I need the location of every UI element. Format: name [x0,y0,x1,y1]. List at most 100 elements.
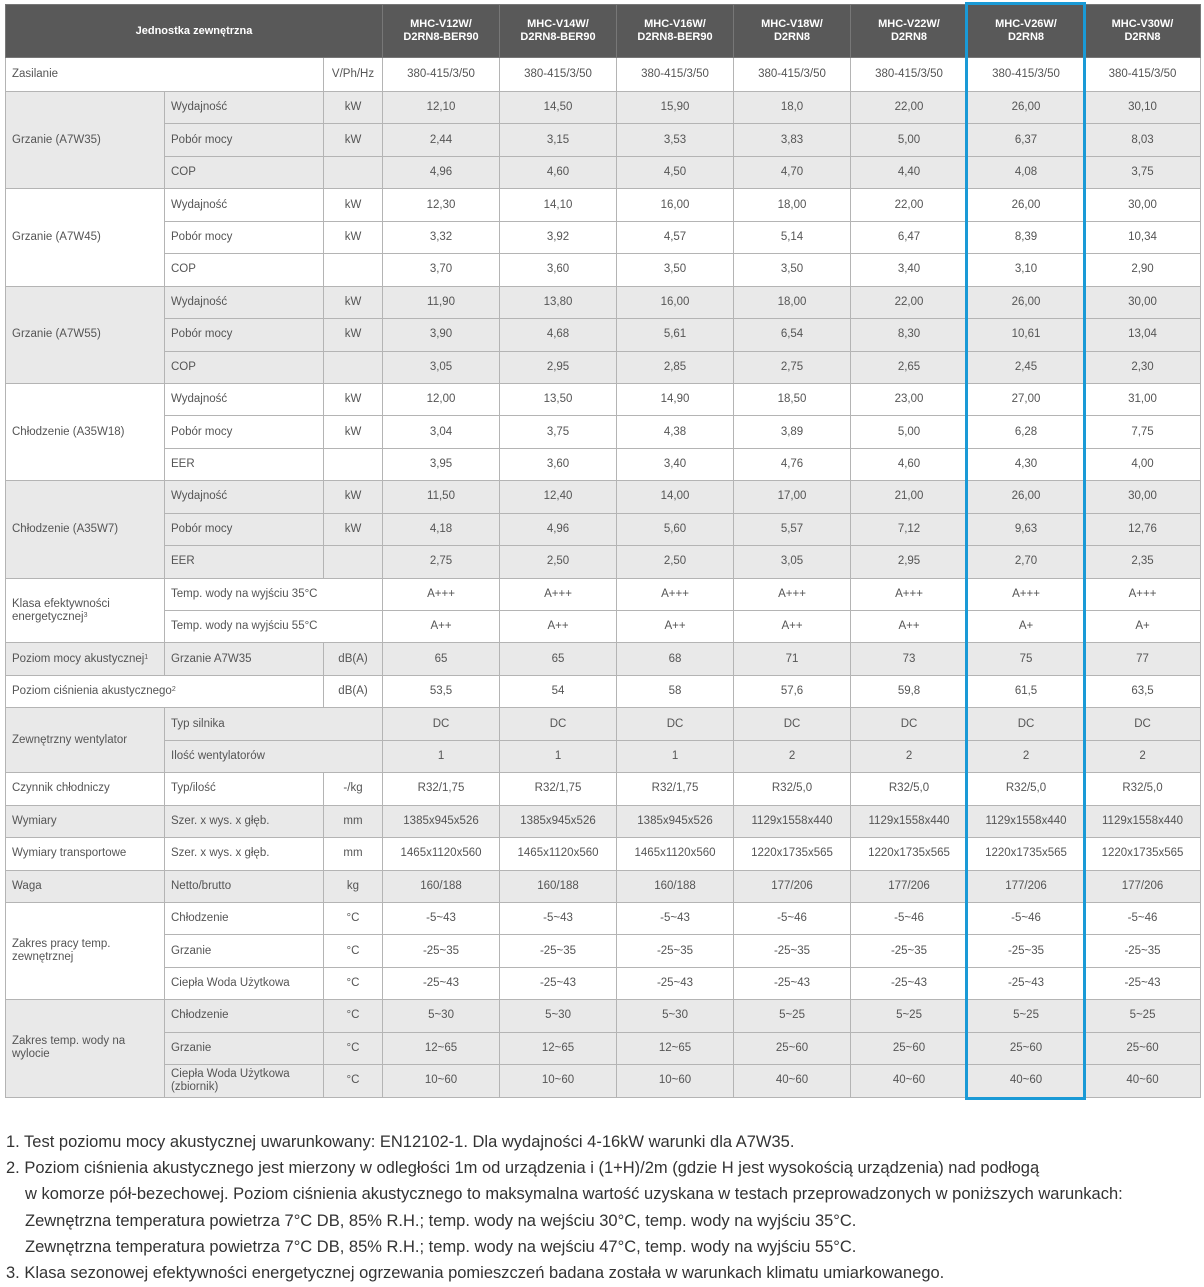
row-parameter: Wydajność [164,480,324,514]
value-cell: 4,70 [733,155,852,190]
row-parameter: EER [164,545,324,579]
value-cell: DC [499,707,618,741]
group-label: Zasilanie [5,57,324,92]
value-cell: 54 [499,674,618,709]
value-cell: 1 [382,739,501,774]
row-unit: °C [322,999,384,1033]
value-cell: 30,00 [1084,480,1202,514]
value-cell: 3,92 [499,220,618,255]
model-name-line1: MHC-V14W/ [527,18,589,30]
value-cell: A+ [1084,609,1202,644]
row-parameter: Wydajność [164,188,324,222]
row-parameter: Chłodzenie [164,999,324,1033]
value-cell: 14,50 [499,90,618,125]
value-cell: 1 [499,739,618,774]
value-cell: 3,40 [850,253,969,287]
value-cell: 26,00 [967,188,1086,222]
value-cell: -25~43 [1084,966,1202,1001]
row-unit: dB(A) [322,674,384,709]
value-cell: 8,39 [967,220,1086,255]
model-name-line2: D2RN8-BER90 [520,31,596,43]
group-label-text: Grzanie (A7W45) [12,230,101,243]
value-cell: 2,70 [967,545,1086,579]
value-cell: -25~43 [499,966,618,1001]
value-cell: 177/206 [967,869,1086,903]
value-cell: -25~43 [850,966,969,1001]
value-cell: 4,38 [616,415,735,449]
value-cell: 18,0 [733,90,852,125]
value-cell: 1129x1558x440 [1084,804,1202,839]
row-parameter: Wydajność [164,382,324,417]
value-cell: 3,50 [616,253,735,287]
group-label-text: Chłodzenie (A35W18) [12,425,125,438]
value-cell: -25~43 [733,966,852,1001]
row-parameter: Szer. x wys. x głęb. [164,837,324,871]
value-cell: DC [616,707,735,741]
value-cell: 380-415/3/50 [616,57,735,92]
value-cell: 12,76 [1084,512,1202,547]
footnote-ref: 2 [171,686,176,694]
row-parameter: Grzanie [164,934,324,968]
row-parameter: Grzanie A7W35 [164,642,324,676]
value-cell: 71 [733,642,852,676]
value-cell: 3,60 [499,447,618,482]
value-cell: 40~60 [967,1064,1086,1098]
value-cell: 5~30 [499,999,618,1033]
value-cell: 14,90 [616,382,735,417]
table-row: Wymiary Szer. x wys. x głęb. mm 1385x945x52… [5,804,1202,839]
spec-table: Jednostka zewnętrzna MHC-V12W/D2RN8-BER9… [4,4,1202,1098]
value-cell: 10,34 [1084,220,1202,255]
value-cell: 4,60 [850,447,969,482]
value-cell: 160/188 [499,869,618,903]
value-cell: 3,70 [382,253,501,287]
value-cell: 2 [967,739,1086,774]
row-parameter: Pobór mocy [164,123,324,157]
value-cell: A+++ [733,577,852,612]
table-row: Poziom ciśnienia akustycznego2 dB(A) 53,5 5… [5,674,1202,709]
model-name-line2: D2RN8 [890,31,928,43]
row-unit: mm [322,837,384,871]
model-header: MHC-V16W/D2RN8-BER90 [616,4,735,58]
group-label: Grzanie (A7W35) [5,90,165,190]
value-cell: 1220x1735x565 [733,837,852,871]
value-cell: 63,5 [1084,674,1202,709]
row-unit: kW [322,382,384,417]
value-cell: 380-415/3/50 [733,57,852,92]
value-cell: -5~46 [850,901,969,936]
value-cell: 5,61 [616,318,735,352]
model-name-line1: MHC-V22W/ [878,18,940,30]
table-row: EER 3,95 3,60 3,40 4,76 4,60 4,30 4,00 [6,447,1202,482]
row-parameter: Wydajność [164,285,324,320]
footnote-line: w komorze pół-bezechowej. Poziom ciśnien… [25,1185,1123,1204]
footnote-ref: 3 [83,611,88,619]
model-name-line2: D2RN8-BER90 [403,31,479,43]
value-cell: 27,00 [967,382,1086,417]
table-row: Czynnik chłodniczy Typ/ilość -/kg R32/1,75 R… [5,772,1202,806]
group-label: Grzanie (A7W45) [5,188,165,287]
value-cell: -25~35 [967,934,1086,968]
value-cell: 8,30 [850,318,969,352]
model-header: MHC-V30W/D2RN8 [1084,4,1202,58]
row-parameter: Pobór mocy [164,512,324,547]
value-cell: 177/206 [1084,869,1202,903]
value-cell: 26,00 [967,90,1086,125]
value-cell: 53,5 [382,674,501,709]
value-cell: -25~35 [733,934,852,968]
value-cell: R32/5,0 [967,772,1086,806]
value-cell: A++ [850,609,969,644]
value-cell: 30,00 [1084,285,1202,320]
value-cell: 2,50 [499,545,618,579]
value-cell: 1385x945x526 [616,804,735,839]
group-label-text: Waga [12,879,42,892]
group-label: Wymiary [5,804,165,839]
value-cell: 1465x1120x560 [382,837,501,871]
value-cell: 12,10 [382,90,501,125]
model-name-line2: D2RN8-BER90 [637,31,713,43]
table-row: Pobór mocy kW 4,18 4,96 5,60 5,57 7,12 9,63 12,7… [6,512,1202,547]
value-cell: 14,10 [499,188,618,222]
value-cell: R32/5,0 [1084,772,1202,806]
value-cell: -5~46 [1084,901,1202,936]
value-cell: 25~60 [733,1031,852,1066]
value-cell: -25~43 [382,966,501,1001]
value-cell: 3,15 [499,123,618,157]
